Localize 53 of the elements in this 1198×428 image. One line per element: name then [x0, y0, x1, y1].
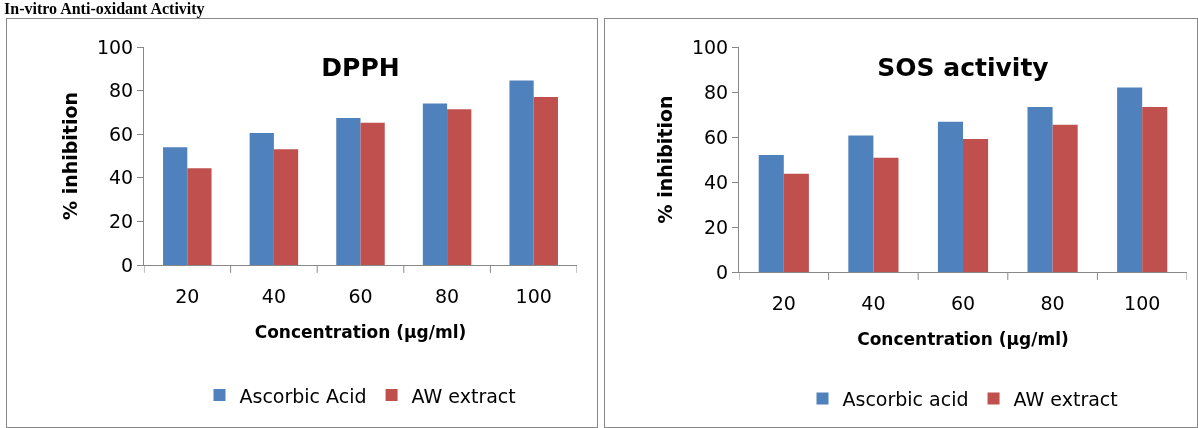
x-tick-label: 100: [1124, 291, 1161, 314]
x-axis-title: Concentration (µg/ml): [857, 329, 1069, 350]
y-tick-label: 80: [704, 80, 729, 103]
bar: [533, 96, 558, 265]
legend-label: Ascorbic acid: [842, 387, 969, 410]
y-tick-label: 60: [704, 125, 729, 148]
y-tick-label: 40: [109, 166, 134, 189]
x-tick-label: 40: [261, 284, 286, 307]
x-tick-label: 60: [950, 291, 976, 314]
x-tick-label: 20: [771, 291, 796, 314]
legend-label: AW extract: [1013, 387, 1118, 410]
y-tick-label: 60: [109, 122, 134, 145]
x-tick-label: 80: [435, 284, 460, 307]
chart-title: DPPH: [321, 52, 400, 82]
x-tick-label: 100: [515, 284, 552, 307]
y-tick-label: 40: [704, 170, 729, 193]
y-tick-label: 0: [716, 260, 729, 283]
bar: [447, 109, 472, 265]
x-tick-label: 80: [1040, 291, 1065, 314]
bar: [360, 122, 385, 265]
y-tick-label: 100: [96, 35, 134, 58]
bar: [758, 155, 784, 272]
y-tick-label: 80: [109, 79, 134, 102]
bar: [873, 157, 899, 272]
bar: [187, 168, 212, 265]
bar: [509, 80, 534, 265]
y-axis-title: % inhibition: [653, 95, 676, 224]
y-tick-label: 20: [704, 215, 729, 238]
bar: [1027, 107, 1053, 272]
bar: [963, 139, 989, 272]
x-axis-title: Concentration (µg/ml): [254, 322, 467, 343]
bar: [1142, 107, 1168, 272]
x-tick-label: 20: [175, 284, 200, 307]
bar: [783, 173, 809, 272]
bar: [249, 132, 274, 265]
y-tick-label: 0: [121, 253, 134, 276]
bar: [848, 135, 874, 272]
bar: [422, 103, 448, 265]
bar: [163, 147, 188, 265]
bar: [937, 121, 963, 272]
bar: [1052, 124, 1078, 272]
legend-label: Ascorbic Acid: [239, 384, 367, 407]
y-axis-title: % inhibition: [58, 91, 81, 221]
chart-title: SOS activity: [877, 52, 1049, 82]
y-tick-label: 100: [691, 35, 729, 58]
y-tick-label: 20: [109, 210, 134, 233]
x-tick-label: 40: [861, 291, 886, 314]
bar: [336, 118, 361, 265]
text: In-vitro Anti-oxidant Activity: [4, 0, 205, 18]
bar: [273, 149, 299, 265]
bar: [1117, 87, 1143, 272]
legend-label: AW extract: [411, 384, 516, 407]
x-tick-label: 60: [348, 284, 373, 307]
